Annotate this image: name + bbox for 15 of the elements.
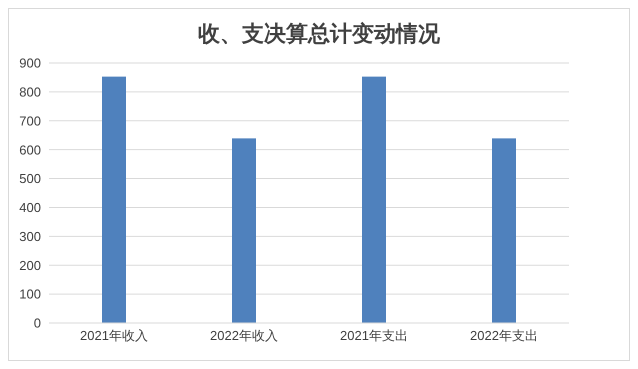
y-tick-label: 100 (19, 286, 41, 302)
y-tick-label: 700 (19, 113, 41, 128)
x-tick-label: 2021年收入 (80, 328, 148, 344)
y-tick-label: 300 (19, 228, 41, 244)
x-tick-label: 2022年支出 (470, 328, 538, 344)
y-tick-label: 500 (19, 171, 41, 186)
y-tick-label: 200 (19, 258, 41, 273)
y-tick-label: 900 (19, 56, 41, 71)
y-tick-label: 400 (19, 200, 41, 216)
chart-title: 收、支决算总计变动情况 (197, 20, 441, 49)
y-tick-label: 0 (34, 316, 41, 331)
x-tick-label: 2022年收入 (210, 328, 278, 344)
y-tick-label: 800 (19, 84, 41, 100)
y-tick-label: 600 (19, 142, 41, 158)
x-tick-label: 2021年支出 (340, 328, 408, 344)
